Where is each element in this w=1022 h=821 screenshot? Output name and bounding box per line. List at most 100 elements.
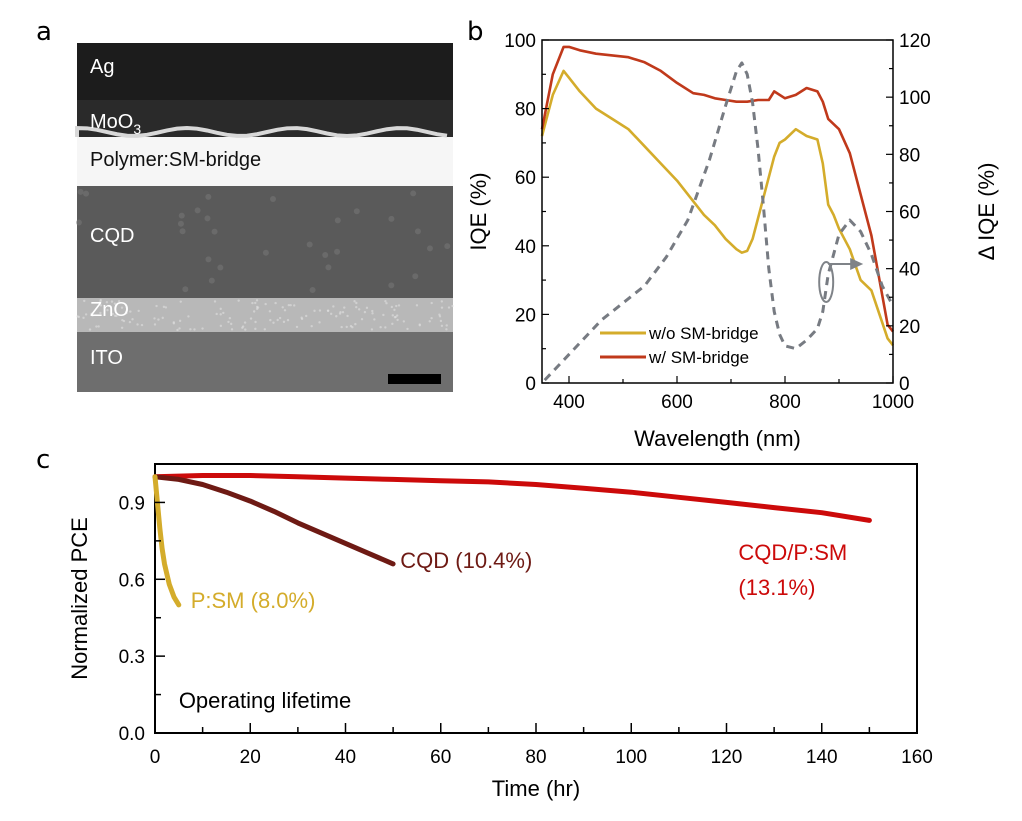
zno-grain (220, 325, 222, 327)
zno-grain (358, 308, 360, 310)
y-tick-label: 0.9 (119, 493, 145, 514)
zno-grain (346, 315, 348, 317)
x-tick-label: 400 (553, 392, 585, 413)
zno-grain (82, 317, 84, 319)
zno-grain (296, 326, 298, 328)
y2-tick-label: 40 (899, 260, 920, 281)
zno-grain (282, 306, 284, 308)
x-tick-label: 60 (430, 747, 451, 768)
zno-grain (254, 302, 256, 304)
legend-label-w-o-sm-bridge: w/o SM-bridge (648, 324, 759, 343)
cqd-grain (195, 207, 201, 213)
zno-grain (76, 315, 78, 317)
zno-grain (155, 305, 157, 307)
zno-grain (237, 299, 239, 301)
x-axis-title: Time (hr) (492, 776, 580, 801)
y-axis-title: Normalized PCE (67, 517, 92, 680)
cqd-grain (205, 256, 211, 262)
zno-grain (431, 302, 433, 304)
tem-image: Ag MoO3 Polymer:SM-bridge CQD ZnO ITO (76, 43, 454, 392)
zno-grain (419, 324, 421, 326)
zno-grain (253, 310, 255, 312)
cqd-grain (415, 228, 421, 234)
zno-grain (176, 329, 178, 331)
zno-grain (250, 317, 252, 319)
cqd-grain (83, 191, 89, 197)
zno-grain (396, 314, 398, 316)
zno-grain (121, 327, 123, 329)
zno-grain (274, 302, 276, 304)
y-tick-label: 20 (515, 305, 536, 326)
cqd-grain (76, 219, 82, 225)
zno-grain (154, 323, 156, 325)
zno-grain (89, 328, 91, 330)
zno-grain (157, 318, 159, 320)
zno-grain (343, 306, 345, 308)
zno-grain (220, 308, 222, 310)
zno-grain (173, 321, 175, 323)
zno-grain (342, 311, 344, 313)
zno-grain (264, 303, 266, 305)
zno-grain (180, 300, 182, 302)
y-tick-label: 0 (525, 374, 536, 395)
zno-grain (276, 319, 278, 321)
zno-grain (395, 305, 397, 307)
series-label-cqd-psm-line1: CQD/P:SM (738, 540, 847, 565)
iqe-chart: 400 600 800 1000020406080100020406080100120… (466, 31, 999, 451)
zno-grain (391, 306, 393, 308)
zno-grain (441, 306, 443, 308)
zno-grain (366, 307, 368, 309)
zno-grain (371, 312, 373, 314)
zno-grain (215, 313, 217, 315)
y-tick-label: 60 (515, 168, 536, 189)
zno-grain (346, 326, 348, 328)
zno-grain (313, 310, 315, 312)
cqd-grain (334, 249, 340, 255)
y-tick-label: 100 (504, 31, 536, 52)
zno-grain (129, 321, 131, 323)
x-tick-label: 140 (806, 747, 838, 768)
zno-grain (373, 318, 375, 320)
zno-grain (131, 318, 133, 320)
tem-label-ito: ITO (90, 347, 123, 369)
zno-grain (430, 317, 432, 319)
zno-grain (95, 325, 97, 327)
zno-grain (254, 321, 256, 323)
zno-grain (448, 306, 450, 308)
y-tick-label: 80 (515, 100, 536, 121)
zno-grain (227, 321, 229, 323)
zno-grain (319, 309, 321, 311)
x-tick-label: 160 (901, 747, 933, 768)
y2-tick-label: 0 (899, 374, 910, 395)
zno-grain (283, 321, 285, 323)
cqd-grain (427, 245, 433, 251)
y-tick-label: 40 (515, 237, 536, 258)
series-line-cqd-p-sm-13-1 (155, 476, 869, 521)
zno-grain (269, 319, 271, 321)
zno-grain (446, 324, 448, 326)
zno-grain (254, 328, 256, 330)
zno-grain (264, 328, 266, 330)
zno-grain (305, 315, 307, 317)
zno-grain (269, 310, 271, 312)
zno-grain (382, 314, 384, 316)
zno-grain (179, 320, 181, 322)
zno-grain (153, 317, 155, 319)
zno-grain (327, 310, 329, 312)
figure-canvas: a AgMoO3Polymer:SM-bridgeCQDZnOITO b 400… (0, 0, 1022, 821)
zno-grain (287, 319, 289, 321)
lifetime-chart: 0 20 40 60 80 100 120 140 1600.00.30.60.9Time (h… (67, 464, 933, 801)
series-line-cqd-10-4 (155, 477, 393, 564)
zno-grain (384, 300, 386, 302)
cqd-grain (180, 228, 186, 234)
cqd-grain (325, 264, 331, 270)
cqd-grain (412, 273, 418, 279)
zno-grain (332, 305, 334, 307)
zno-grain (201, 327, 203, 329)
zno-grain (137, 310, 139, 312)
zno-grain (330, 313, 332, 315)
series-label-cqd: CQD (10.4%) (400, 548, 532, 573)
scale-bar (388, 374, 441, 384)
cqd-grain (322, 252, 328, 258)
zno-grain (241, 327, 243, 329)
